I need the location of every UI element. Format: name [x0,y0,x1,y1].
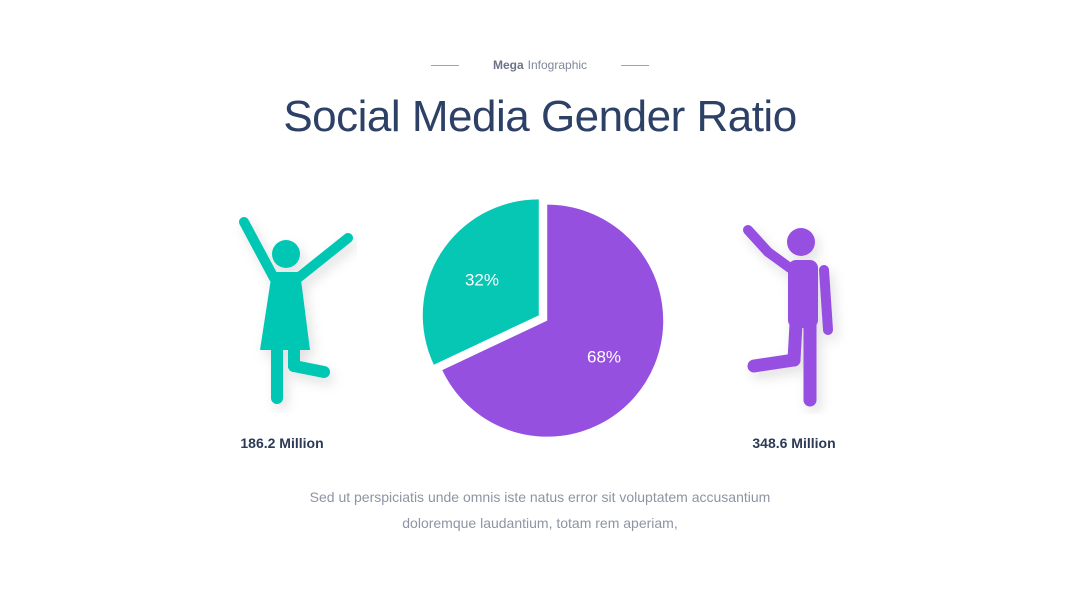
kicker-text: Infographic [527,58,588,72]
description-line-1: Sed ut perspiciatis unde omnis iste natu… [309,489,771,505]
male-count-label: 348.6 Million [752,435,836,451]
kicker-brand: Mega [492,58,524,72]
pie-slice-32 [422,199,539,365]
male-figure-icon [743,225,833,407]
divider-left [430,64,459,66]
pie-slice-label: 32% [465,270,499,289]
female-count-label: 186.2 Million [240,435,324,451]
description-line-2: doloremque laudantium, totam rem aperiam… [402,515,678,531]
description-text: Sed ut perspiciatis unde omnis iste natu… [240,484,840,536]
pie-slice-68 [442,204,664,437]
divider-right [621,64,650,66]
page-title: Social Media Gender Ratio [283,92,797,141]
female-figure-icon [239,217,353,404]
pie-chart: 68% 32% [422,199,664,437]
pie-slice-label: 68% [587,348,621,367]
subtitle-kicker: Mega Infographic [0,58,1080,72]
